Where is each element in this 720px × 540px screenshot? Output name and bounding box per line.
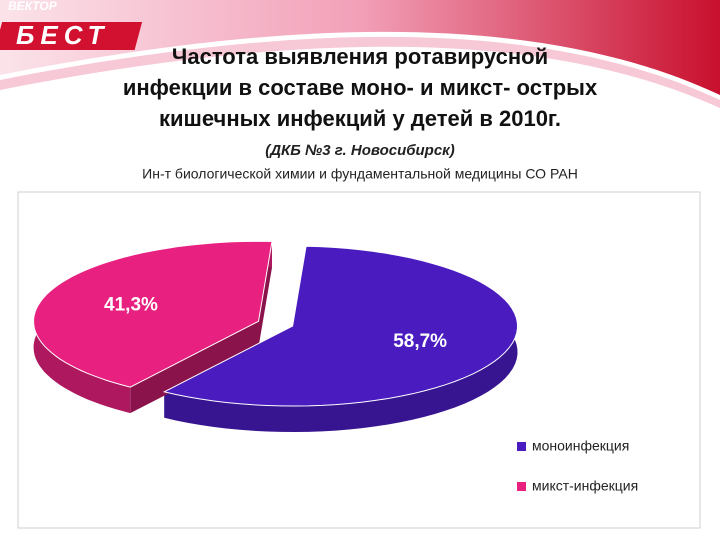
- slice-cut: [258, 241, 272, 348]
- data-label: 41,3%: [104, 295, 158, 316]
- logo-main: БЕСТ: [16, 20, 109, 50]
- legend-label: моноинфекция: [532, 438, 629, 454]
- data-label: 58,7%: [393, 331, 447, 352]
- legend-label: микст-инфекция: [532, 478, 638, 494]
- logo-top: ВЕКТОР: [8, 0, 58, 13]
- header-band: [0, 0, 720, 95]
- legend-swatch: [517, 482, 526, 491]
- slice: [33, 240, 273, 388]
- subtitle: (ДКБ №3 г. Новосибирск): [265, 142, 455, 159]
- chart-title: Частота выявления ротавирусной: [172, 44, 548, 69]
- slice-side: [164, 246, 518, 432]
- chart-title: инфекции в составе моно- и микст- острых: [123, 75, 598, 100]
- slice: [162, 245, 519, 407]
- chart-title: кишечных инфекций у детей в 2010г.: [159, 106, 561, 131]
- slice-cut: [130, 321, 259, 414]
- legend-swatch: [517, 442, 526, 451]
- header-swoosh: [0, 36, 720, 108]
- logo-box: [0, 22, 143, 50]
- source: Ин-т биологической химии и фундаментальн…: [142, 166, 578, 182]
